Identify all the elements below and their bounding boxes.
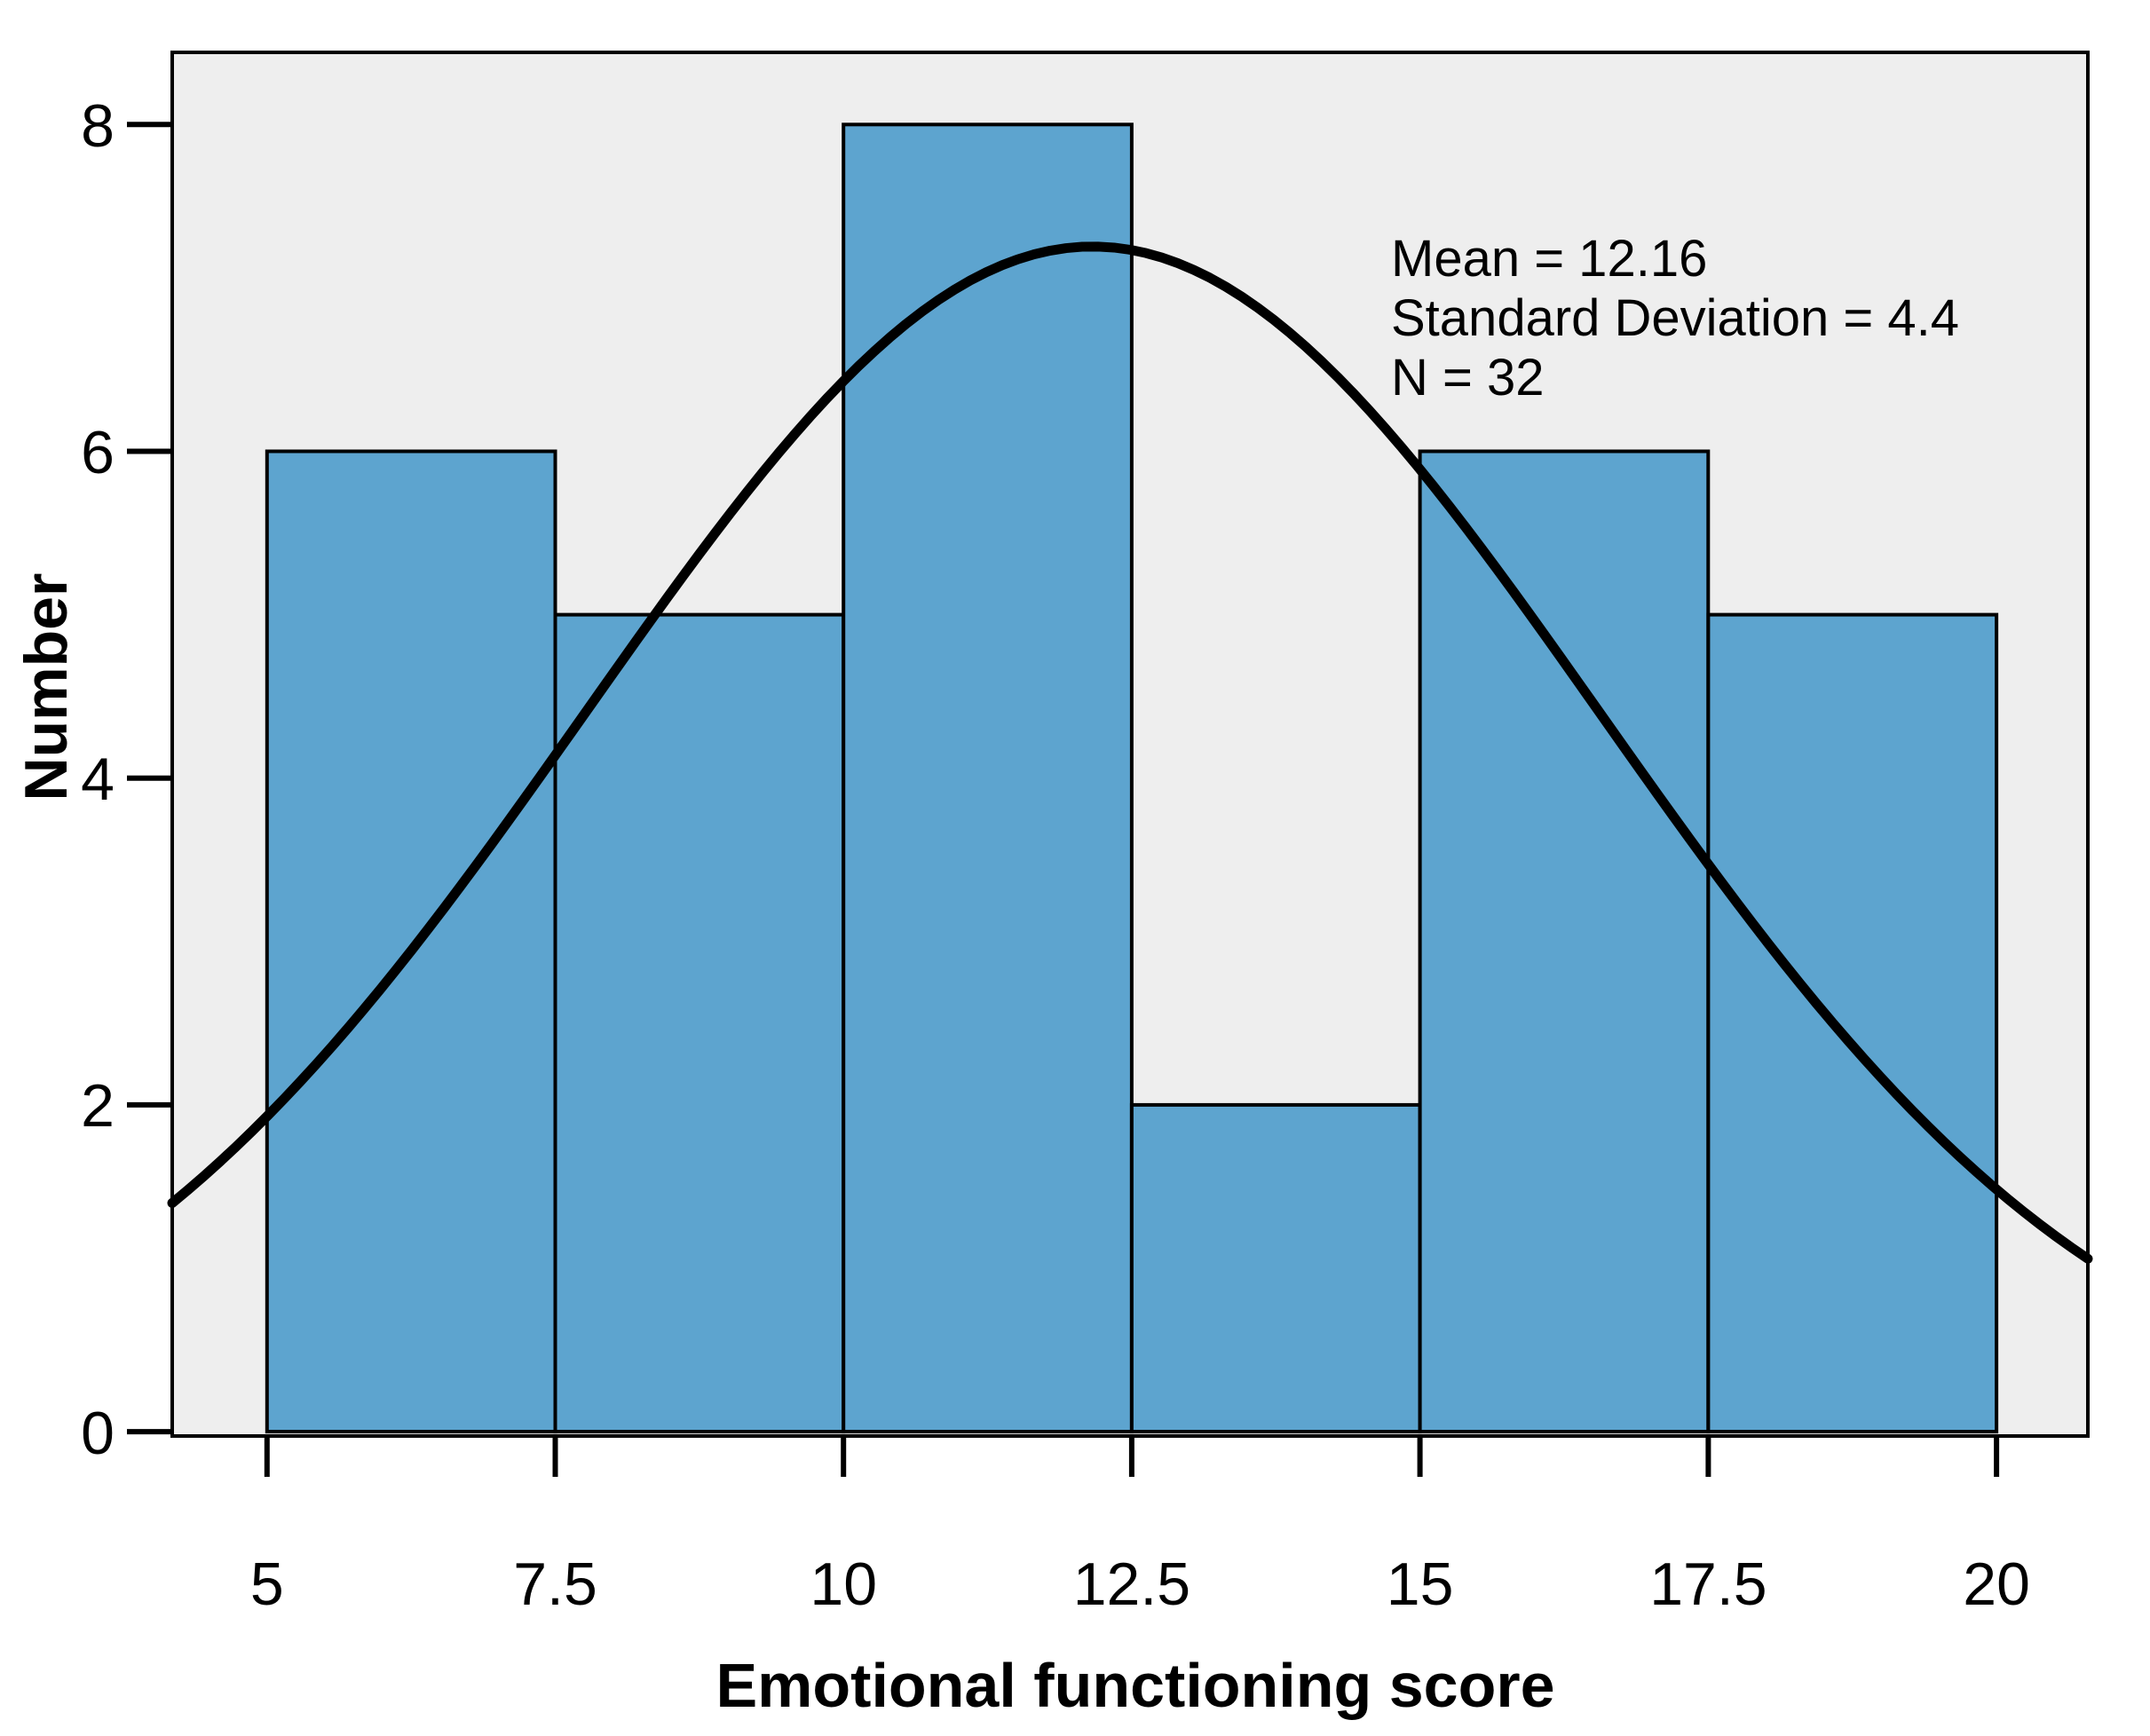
svg-text:20: 20 (1963, 1551, 2030, 1618)
svg-text:Number: Number (12, 573, 80, 801)
svg-text:Emotional functioning score: Emotional functioning score (715, 1651, 1554, 1720)
svg-text:12.5: 12.5 (1073, 1551, 1190, 1618)
svg-text:0: 0 (81, 1400, 115, 1467)
svg-text:7.5: 7.5 (513, 1551, 597, 1618)
svg-text:Mean = 12.16: Mean = 12.16 (1391, 230, 1707, 288)
svg-text:6: 6 (81, 419, 115, 486)
svg-text:10: 10 (810, 1551, 877, 1618)
svg-text:17.5: 17.5 (1649, 1551, 1767, 1618)
svg-text:2: 2 (81, 1072, 115, 1140)
svg-text:Standard Deviation = 4.4: Standard Deviation = 4.4 (1391, 289, 1959, 347)
svg-text:5: 5 (250, 1551, 284, 1618)
svg-text:15: 15 (1387, 1551, 1454, 1618)
svg-text:8: 8 (81, 92, 115, 160)
svg-text:4: 4 (81, 746, 115, 813)
svg-text:N = 32: N = 32 (1391, 349, 1545, 406)
